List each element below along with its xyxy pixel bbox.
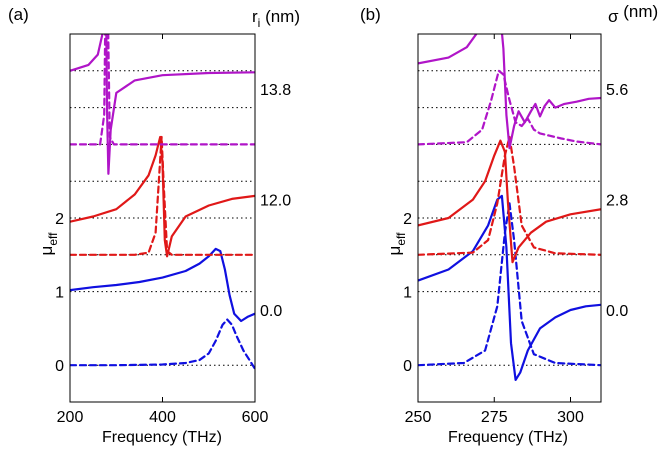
panel-a-y-ticks: 0 1 2 [55, 211, 64, 375]
panel-b-ytick-2: 2 [403, 211, 412, 228]
panel-b-param-label: σ (nm) [608, 2, 658, 26]
panel-a-axes-frame [69, 33, 256, 403]
panel-b-offset-label-0: 0.0 [606, 303, 628, 320]
panel-a-offset-labels: 0.0 12.0 13.8 [260, 82, 291, 320]
panel-a-offset-label-2: 13.8 [260, 82, 291, 99]
panel-a-x-axis-label: Frequency (THz) [102, 429, 222, 446]
series-b-imag-5_6 [418, 69, 601, 146]
series-b-real-5_6 [418, 34, 601, 150]
panel-a: (a) ri (nm) μeff 0 1 2 200 400 600 0.0 1… [8, 5, 300, 446]
panel-b-x-ticks: 250 275 300 [405, 409, 584, 426]
panel-b-xtick-2: 300 [557, 409, 584, 426]
panel-b-ytick-0: 0 [403, 358, 412, 375]
series-a-imag-13_8 [70, 34, 255, 146]
panel-b-offset-label-1: 2.8 [606, 193, 628, 210]
panel-b-offset-labels: 0.0 2.8 5.6 [606, 82, 628, 320]
panel-a-xtick-1: 400 [149, 409, 176, 426]
series-b-real-0_0 [418, 194, 601, 381]
panel-a-ytick-0: 0 [55, 358, 64, 375]
panel-a-series [70, 34, 255, 370]
series-a-imag-12_0 [70, 135, 255, 256]
panel-a-ytick-1: 1 [55, 285, 64, 302]
panel-a-param-label: ri (nm) [252, 7, 300, 30]
series-a-imag-0_0 [70, 318, 255, 370]
panel-b-series [418, 34, 601, 381]
panel-a-xtick-0: 200 [57, 409, 84, 426]
panel-b-xtick-1: 275 [481, 409, 508, 426]
panel-b-xtick-0: 250 [405, 409, 432, 426]
panel-b: (b) σ (nm) μeff 0 1 2 250 275 300 0.0 2.… [360, 2, 658, 446]
panel-a-xtick-2: 600 [242, 409, 269, 426]
panel-b-axes-frame [417, 33, 602, 403]
panel-b-y-ticks: 0 1 2 [403, 211, 412, 375]
panel-b-ytick-1: 1 [403, 285, 412, 302]
panel-a-label: (a) [8, 5, 29, 24]
panel-a-y-axis-label: μeff [37, 232, 60, 256]
series-a-real-0_0 [70, 247, 255, 323]
series-a-real-13_8 [70, 34, 255, 175]
panel-a-x-ticks: 200 400 600 [57, 409, 269, 426]
panel-b-offset-label-2: 5.6 [606, 82, 628, 99]
series-b-imag-0_0 [418, 202, 601, 367]
panel-b-x-axis-label: Frequency (THz) [448, 429, 568, 446]
panel-a-ytick-2: 2 [55, 211, 64, 228]
panel-a-offset-label-1: 12.0 [260, 193, 291, 210]
series-b-real-2_8 [418, 139, 601, 264]
panel-a-offset-label-0: 0.0 [260, 303, 282, 320]
panel-b-y-axis-label: μeff [385, 232, 408, 256]
panel-b-label: (b) [360, 5, 381, 24]
